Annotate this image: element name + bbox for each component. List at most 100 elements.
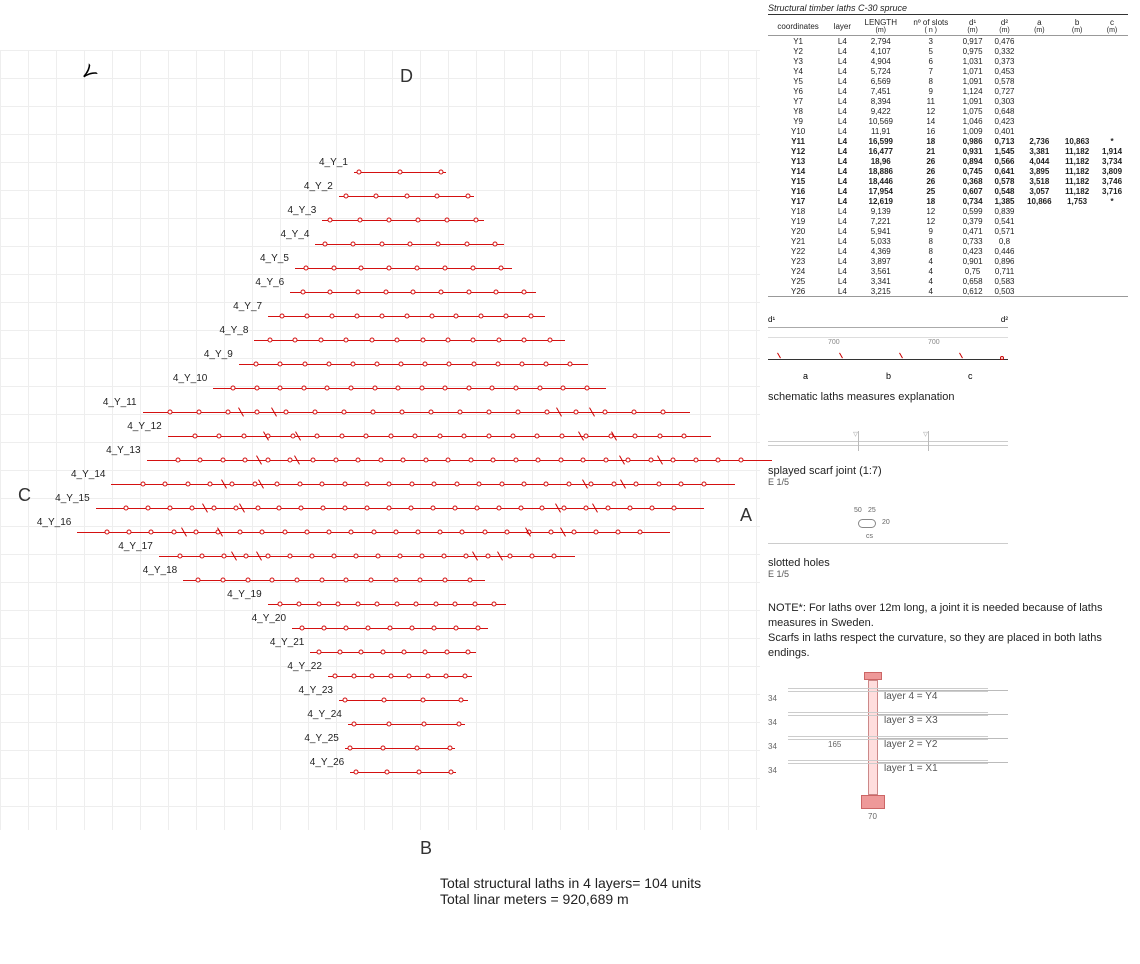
lath-label: 4_Y_19 [227,589,261,600]
lath-row: 4_Y_12 [168,424,712,448]
right-column: Structural timber laths C-30 spruce coor… [760,0,1140,820]
lath-label: 4_Y_18 [143,565,177,576]
lath-row: 4_Y_14 [111,472,734,496]
lath-row: 4_Y_10 [213,376,606,400]
table-row: Y12L416,477210,9311,5453,38111,1821,914 [768,146,1128,156]
lath-row: 4_Y_22 [328,664,472,688]
table-row: Y25L43,34140,6580,583 [768,276,1128,286]
lath-label: 4_Y_8 [220,325,249,336]
lath-row: 4_Y_3 [322,208,484,232]
lath-row: 4_Y_8 [254,328,565,352]
lath-row: 4_Y_23 [339,688,468,712]
layer-stack-diagram: layer 4 = Y434layer 3 = X334layer 2 = Y2… [768,680,1008,820]
slotted-scale: E 1/5 [768,569,1128,579]
lath-row: 4_Y_9 [239,352,588,376]
lath-label: 4_Y_2 [304,181,333,192]
table-row: Y6L47,45191,1240,727 [768,86,1128,96]
lath-row: 4_Y_26 [350,760,456,784]
lath-row: 4_Y_20 [292,616,488,640]
note-text: NOTE*: For laths over 12m long, a joint … [768,601,1128,660]
lath-row: 4_Y_24 [348,712,466,736]
lath-row: 4_Y_5 [295,256,512,280]
lath-row: 4_Y_4 [315,232,504,256]
table-row: Y5L46,56981,0910,578 [768,76,1128,86]
table-row: Y26L43,21540,6120,503 [768,286,1128,297]
lath-label: 4_Y_22 [287,661,321,672]
lath-row: 4_Y_2 [339,184,475,208]
table-row: Y20L45,94190,4710,571 [768,226,1128,236]
lath-table: coordinateslayerLENGTH(m)nº of slots( n … [768,17,1128,297]
lath-label: 4_Y_11 [103,397,137,408]
scarf-caption: splayed scarf joint (1:7) [768,465,1128,477]
lath-label: 4_Y_16 [37,517,71,528]
lath-label: 4_Y_9 [204,349,233,360]
axis-A: A [740,505,752,526]
schem-measures-caption: schematic laths measures explanation [768,391,1128,403]
axis-D: D [400,66,413,87]
table-row: Y2L44,10750,9750,332 [768,46,1128,56]
totals-block: Total structural laths in 4 layers= 104 … [440,875,701,907]
lath-label: 4_Y_6 [255,277,284,288]
lath-label: 4_Y_25 [304,733,338,744]
lath-row: 4_Y_21 [310,640,476,664]
lath-row: 4_Y_25 [345,736,455,760]
table-row: Y17L412,619180,7341,38510,8661,753* [768,196,1128,206]
totals-line2: Total linar meters = 920,689 m [440,891,701,907]
lath-row: 4_Y_1 [354,160,446,184]
schematic-scarf: ▿ ▿ splayed scarf joint (1:7) E 1/5 [768,421,1128,487]
lath-row: 4_Y_13 [147,448,773,472]
lath-row: 4_Y_7 [268,304,545,328]
lath-label: 4_Y_15 [55,493,89,504]
table-row: Y19L47,221120,3790,541 [768,216,1128,226]
table-row: Y16L417,954250,6070,5483,05711,1823,716 [768,186,1128,196]
lath-label: 4_Y_24 [307,709,341,720]
table-row: Y7L48,394111,0910,303 [768,96,1128,106]
lath-label: 4_Y_4 [281,229,310,240]
table-row: Y4L45,72471,0710,453 [768,66,1128,76]
lath-label: 4_Y_20 [252,613,286,624]
table-row: Y10L411,91161,0090,401 [768,126,1128,136]
lath-label: 4_Y_23 [299,685,333,696]
scarf-scale: E 1/5 [768,477,1128,487]
lath-label: 4_Y_10 [173,373,207,384]
lath-label: 4_Y_12 [127,421,161,432]
axis-B: B [420,838,432,859]
slotted-caption: slotted holes [768,557,1128,569]
table-row: Y14L418,886260,7450,6413,89511,1823,809 [768,166,1128,176]
axis-C: C [18,485,31,506]
table-title: Structural timber laths C-30 spruce [768,3,1128,15]
table-row: Y22L44,36980,4230,446 [768,246,1128,256]
lath-label: 4_Y_7 [233,301,262,312]
table-row: Y21L45,03380,7330,8 [768,236,1128,246]
lath-diagram: D B C A 4_Y_14_Y_24_Y_34_Y_44_Y_54_Y_64_… [0,50,760,830]
lath-label: 4_Y_21 [270,637,304,648]
lath-label: 4_Y_26 [310,757,344,768]
table-row: Y15L418,446260,3680,5783,51811,1823,746 [768,176,1128,186]
schematic-measures: d¹ d² 700 700 a b c schematic laths meas… [768,315,1128,403]
lath-row: 4_Y_15 [96,496,705,520]
lath-row: 4_Y_17 [159,544,575,568]
lath-label: 4_Y_1 [319,157,348,168]
schematic-slotted: 50 25 20 cs slotted holes E 1/5 [768,505,1128,579]
lath-row: 4_Y_16 [77,520,669,544]
table-row: Y3L44,90461,0310,373 [768,56,1128,66]
lath-label: 4_Y_14 [71,469,105,480]
lath-label: 4_Y_13 [106,445,140,456]
table-row: Y1L42,79430,9170,476 [768,36,1128,47]
table-row: Y23L43,89740,9010,896 [768,256,1128,266]
lath-label: 4_Y_17 [118,541,152,552]
table-row: Y18L49,139120,5990,839 [768,206,1128,216]
table-row: Y11L416,599180,9860,7132,73610,863* [768,136,1128,146]
schem-d2: d² [1001,315,1008,324]
lath-label: 4_Y_5 [260,253,289,264]
table-row: Y24L43,56140,750,711 [768,266,1128,276]
schem-d1: d¹ [768,315,775,324]
lath-row: 4_Y_6 [290,280,536,304]
lath-label: 4_Y_3 [287,205,316,216]
totals-line1: Total structural laths in 4 layers= 104 … [440,875,701,891]
table-row: Y13L418,96260,8940,5664,04411,1823,734 [768,156,1128,166]
lath-row: 4_Y_11 [143,400,691,424]
table-row: Y8L49,422121,0750,648 [768,106,1128,116]
lath-row: 4_Y_19 [268,592,506,616]
table-row: Y9L410,569141,0460,423 [768,116,1128,126]
